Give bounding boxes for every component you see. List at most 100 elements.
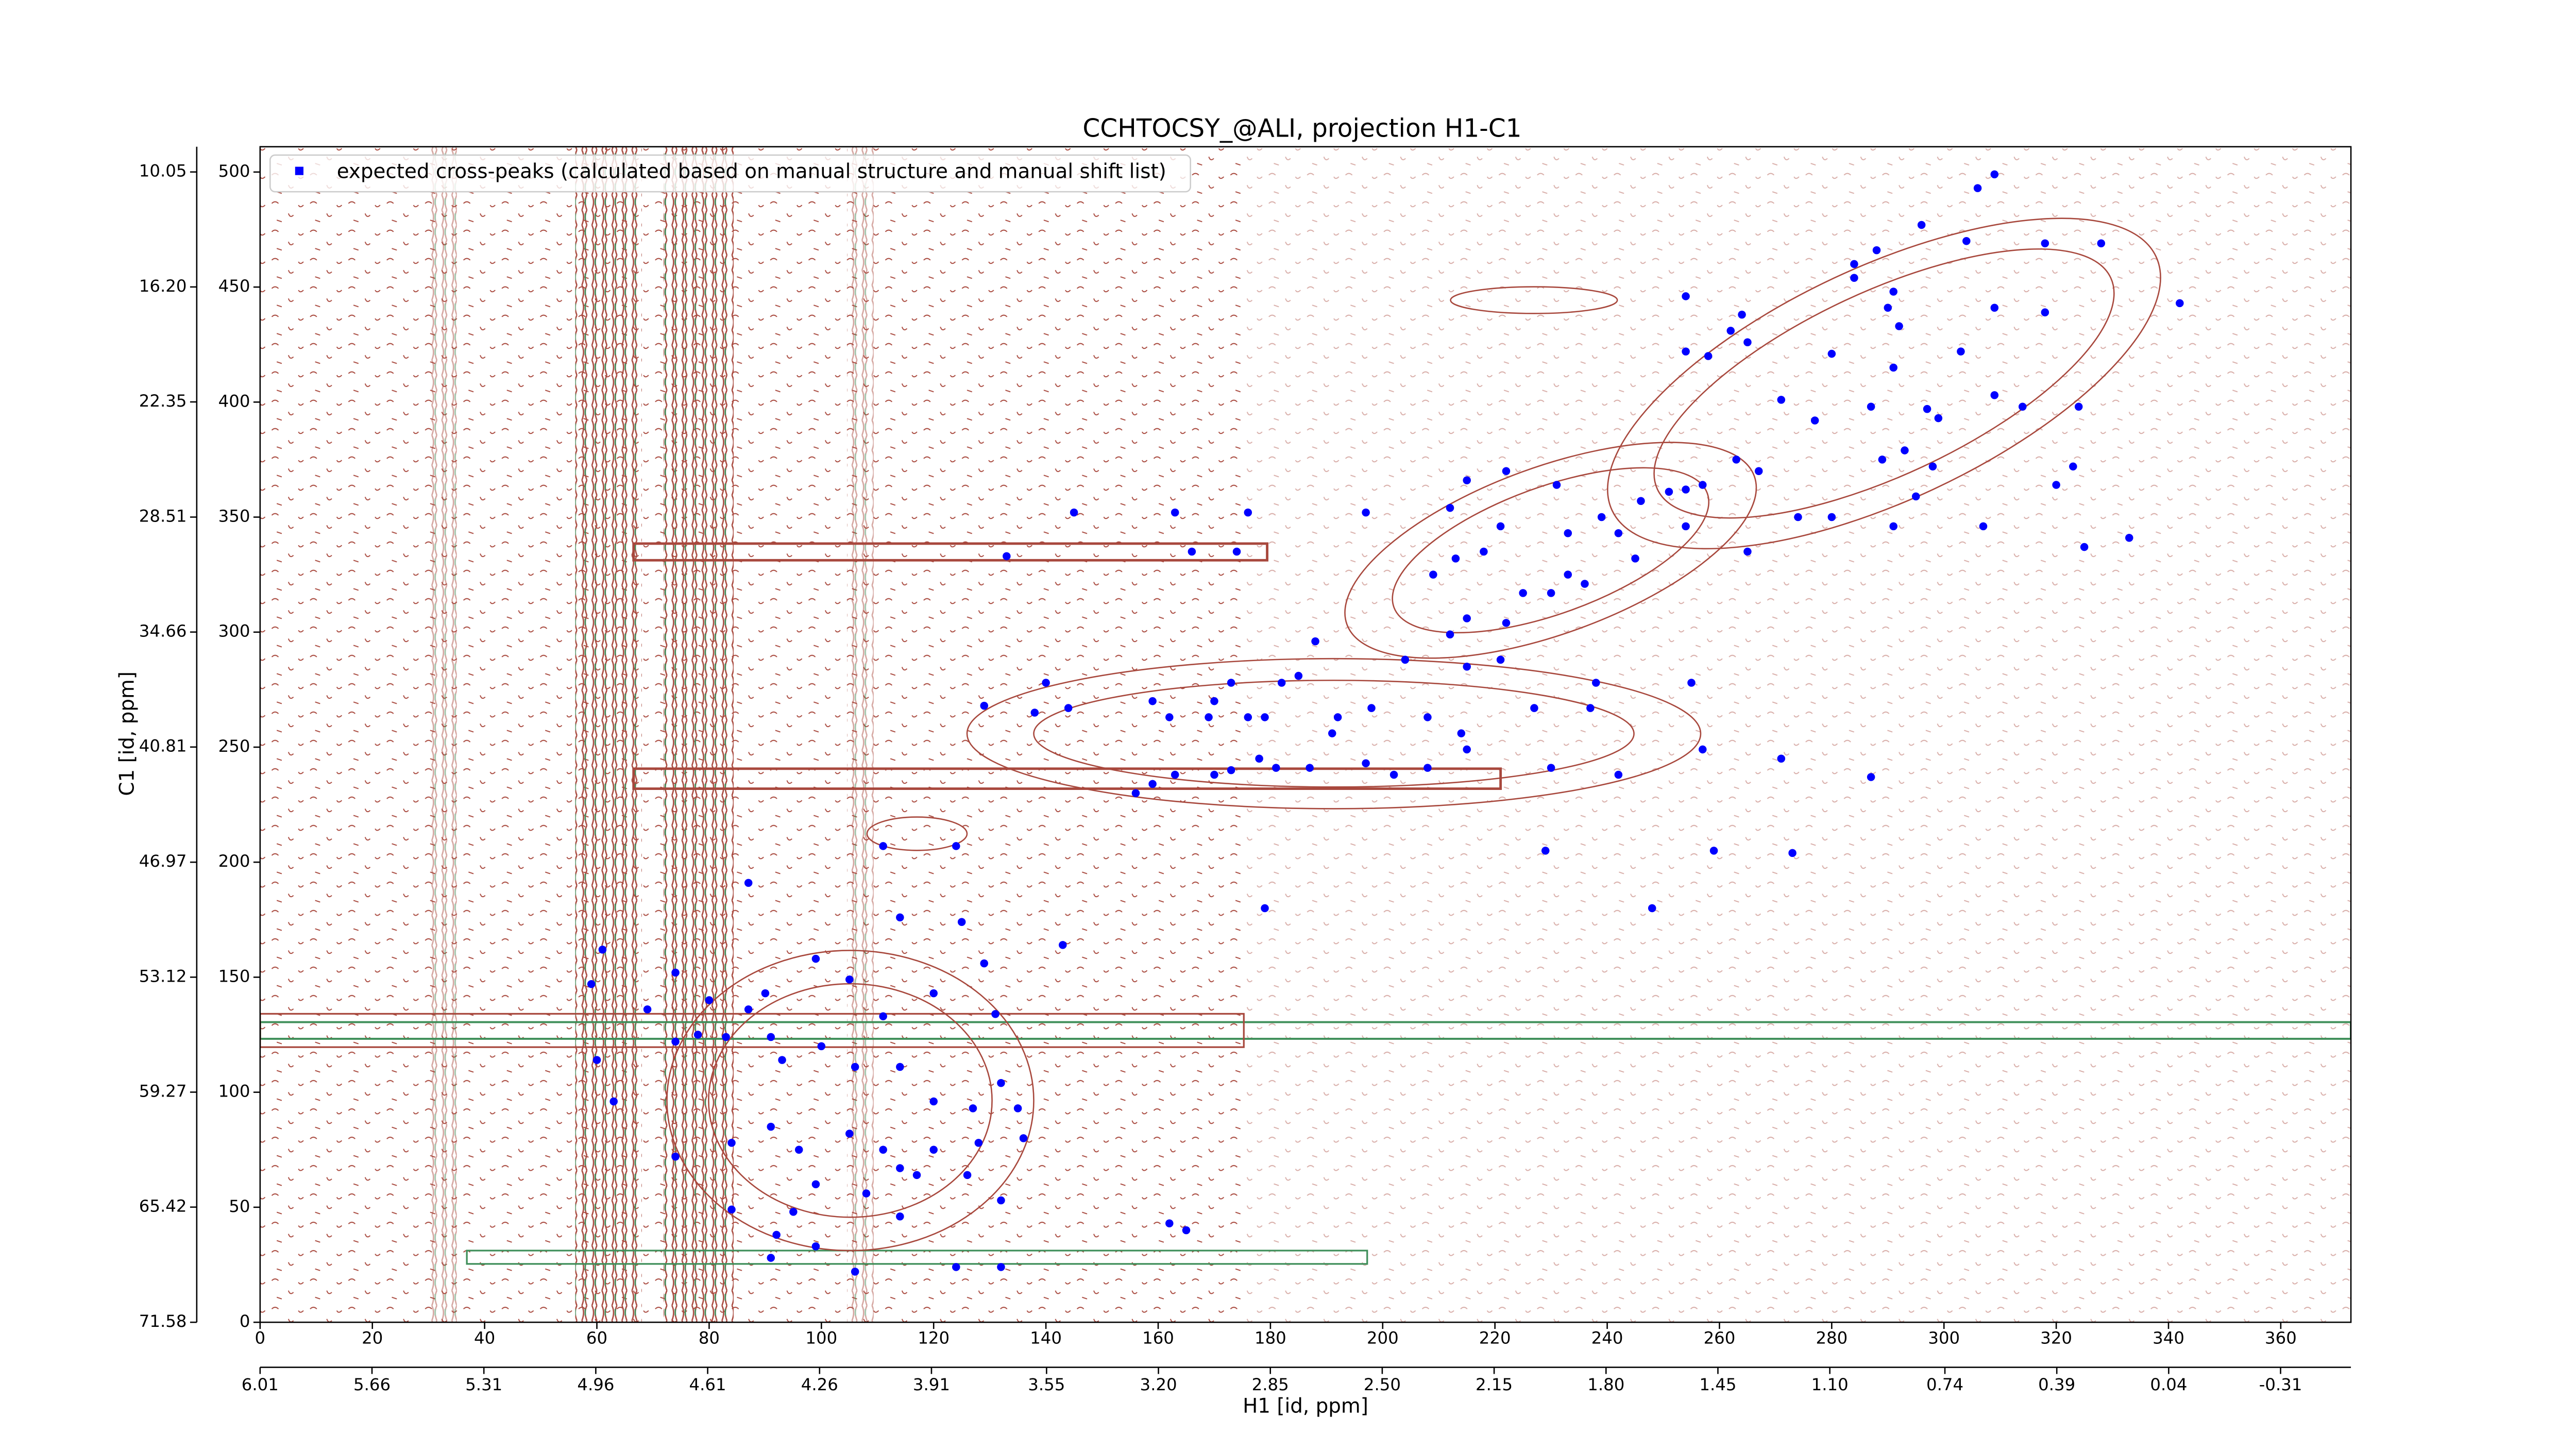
cross-peak	[851, 1063, 859, 1071]
cross-peak	[1934, 414, 1943, 423]
x2-tick-label: 3.91	[913, 1375, 950, 1394]
cross-peak	[1586, 704, 1595, 712]
y2-tick-label: 22.35	[139, 391, 187, 411]
y-tick-label: 200	[218, 851, 250, 871]
cross-peak	[1743, 338, 1752, 347]
plot-frame	[259, 146, 2352, 1323]
cross-peak	[896, 913, 904, 922]
cross-peak	[1687, 679, 1696, 687]
contour-band	[847, 146, 874, 1323]
cross-peak	[1232, 547, 1241, 556]
cross-peak	[1979, 522, 1988, 531]
y2-tick-label: 10.05	[139, 161, 187, 181]
x-tick-label: 0	[255, 1328, 266, 1347]
y-tick-label: 400	[218, 391, 250, 411]
cross-peak	[1480, 547, 1488, 556]
cross-peak	[789, 1208, 798, 1216]
y-tick-label: 450	[218, 276, 250, 296]
x2-tick-label: 0.04	[2150, 1375, 2187, 1394]
legend-label: expected cross-peaks (calculated based o…	[337, 160, 1166, 183]
cross-peak	[1389, 770, 1398, 779]
cross-peak	[845, 1130, 854, 1138]
cross-peak	[1244, 508, 1252, 517]
cross-peak	[1962, 237, 1971, 245]
x-tick-label: 180	[1255, 1328, 1286, 1347]
x2-tick-label: 3.55	[1028, 1375, 1065, 1394]
cross-peak	[1889, 522, 1897, 531]
cross-peak	[1631, 554, 1639, 563]
y2-tick-label: 40.81	[139, 736, 187, 756]
cross-peak	[1541, 847, 1550, 855]
cross-peak	[896, 1212, 904, 1221]
cross-peak	[1592, 679, 1600, 687]
cross-peak	[1850, 274, 1858, 282]
cross-peak	[1171, 508, 1179, 517]
cross-peak	[1463, 662, 1471, 671]
x-tick-label: 280	[1816, 1328, 1848, 1347]
cross-peak	[1210, 770, 1218, 779]
cross-peak	[1912, 492, 1920, 501]
x-tick-label: 80	[699, 1328, 720, 1347]
cross-peak	[1457, 729, 1466, 737]
x-tick-label: 20	[362, 1328, 383, 1347]
cross-peak	[761, 989, 770, 998]
cross-peak	[727, 1139, 736, 1147]
cross-peak	[1973, 184, 1982, 192]
cross-peak	[1148, 697, 1157, 705]
cross-peak	[609, 1097, 618, 1106]
x-tick-label: 40	[474, 1328, 495, 1347]
cross-peak	[671, 968, 680, 977]
cross-peak	[1294, 671, 1303, 680]
cross-peak	[1878, 456, 1887, 464]
cross-peak	[1564, 529, 1572, 537]
cross-peak	[671, 1152, 680, 1161]
cross-peak	[1990, 170, 1999, 179]
y2-tick-label: 46.97	[139, 851, 187, 871]
cross-peak	[896, 1164, 904, 1172]
contour-band	[260, 1021, 2351, 1040]
cross-peak	[1244, 713, 1252, 721]
cross-peak	[1682, 522, 1690, 531]
contour-band	[430, 146, 457, 1323]
x2-tick-label: 3.20	[1140, 1375, 1177, 1394]
x2-tick-label: 1.10	[1811, 1375, 1849, 1394]
contour-background	[260, 146, 2351, 1323]
cross-peak	[879, 842, 887, 850]
x2-tick-label: 5.66	[353, 1375, 391, 1394]
cross-peak	[1794, 513, 1802, 521]
legend-box	[269, 154, 1191, 193]
cross-peak	[1637, 497, 1645, 506]
cross-peak	[1210, 697, 1218, 705]
x-tick-label: 200	[1367, 1328, 1399, 1347]
cross-peak	[1867, 773, 1875, 781]
x2-tick-label: 4.26	[801, 1375, 838, 1394]
x-tick-label: 240	[1591, 1328, 1623, 1347]
cross-peak	[1451, 554, 1460, 563]
cross-peak	[1423, 713, 1432, 721]
cross-peak	[1990, 391, 1999, 399]
cross-peak	[2052, 481, 2060, 489]
cross-peak	[1917, 221, 1926, 229]
cross-peak	[1990, 304, 1999, 312]
cross-peak	[778, 1056, 786, 1064]
x-tick-label: 260	[1704, 1328, 1736, 1347]
cross-peak	[1957, 347, 1965, 356]
cross-peak	[1306, 764, 1314, 772]
cross-peak	[811, 1180, 820, 1188]
cross-peak	[1446, 630, 1454, 638]
cross-peak	[1867, 402, 1875, 411]
contour-band	[632, 542, 1268, 562]
cross-peak	[1889, 363, 1897, 372]
x2-tick-label: 0.74	[1926, 1375, 1963, 1394]
cross-peak	[980, 959, 989, 968]
x-tick-label: 60	[586, 1328, 607, 1347]
marks	[587, 170, 2184, 1276]
cross-peak	[969, 1104, 977, 1113]
cross-peak	[1261, 713, 1269, 721]
cross-peak	[1205, 713, 1213, 721]
cross-peak	[952, 1263, 960, 1271]
x-tick-label: 340	[2153, 1328, 2184, 1347]
y2-tick-label: 34.66	[139, 621, 187, 641]
contour-band	[664, 146, 734, 1323]
cross-peak	[811, 1242, 820, 1251]
